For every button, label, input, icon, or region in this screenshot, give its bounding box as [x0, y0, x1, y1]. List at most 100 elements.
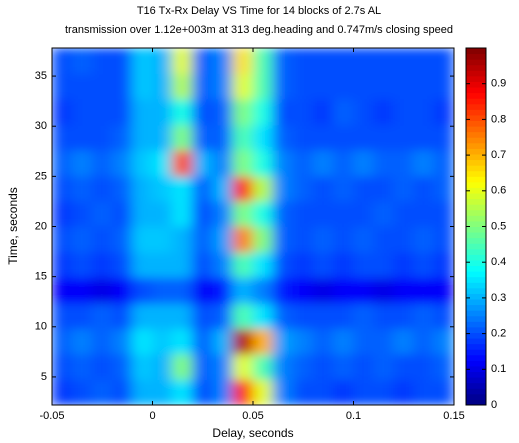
heatmap-cell — [192, 98, 214, 126]
heatmap-cell — [192, 48, 214, 75]
heatmap-cell — [252, 150, 274, 177]
heatmap-cell — [212, 72, 234, 100]
colorbar-swatch — [466, 243, 486, 250]
heatmap-cell — [232, 251, 254, 278]
heatmap-cell — [373, 353, 395, 381]
heatmap-cell — [212, 379, 234, 405]
heatmap-cell — [131, 251, 153, 278]
colorbar-swatch — [466, 382, 486, 389]
heatmap-cell — [272, 124, 294, 151]
heatmap-cell — [52, 124, 73, 151]
heatmap-cell — [272, 98, 294, 126]
heatmap-cell — [292, 72, 314, 100]
y-tick-label: 10 — [35, 321, 47, 333]
colorbar-swatch — [466, 53, 486, 60]
heatmap-cell — [172, 124, 194, 151]
heatmap-cell — [413, 327, 435, 355]
heatmap-cell — [192, 327, 214, 355]
heatmap-cell — [413, 124, 435, 151]
heatmap-cell — [413, 277, 435, 304]
heatmap-cell — [272, 72, 294, 100]
heatmap-cell — [212, 150, 234, 177]
heatmap-cell — [393, 251, 415, 278]
heatmap-cell — [192, 277, 214, 304]
heatmap-cell — [433, 353, 454, 381]
colorbar-swatch — [466, 48, 486, 55]
heatmap-cell — [212, 175, 234, 202]
heatmap-cell — [413, 251, 435, 278]
heatmap-cell — [71, 150, 93, 177]
heatmap-cell — [393, 226, 415, 253]
heatmap-cell — [373, 48, 395, 75]
heatmap-cell — [111, 251, 133, 278]
heatmap-cell — [413, 379, 435, 405]
heatmap-cell — [353, 98, 375, 126]
heatmap-cell — [131, 150, 153, 177]
heatmap-cell — [131, 379, 153, 405]
heatmap-cell — [131, 327, 153, 355]
colorbar-tick-label: 0.6 — [491, 185, 506, 197]
heatmap-cell — [91, 124, 113, 151]
heatmap-cell — [172, 226, 194, 253]
colorbar-swatch — [466, 254, 486, 261]
heatmap-cell — [172, 175, 194, 202]
heatmap-cell — [373, 150, 395, 177]
heatmap-cell — [413, 150, 435, 177]
colorbar-swatch — [466, 114, 486, 122]
heatmap-cell — [111, 72, 133, 100]
colorbar-swatch — [466, 109, 486, 116]
heatmap-cell — [91, 226, 113, 253]
heatmap-cell — [172, 327, 194, 355]
heatmap-cell — [433, 302, 454, 329]
heatmap-cell — [152, 72, 174, 100]
heatmap-cell — [292, 327, 314, 355]
heatmap-cell — [373, 200, 395, 227]
heatmap-cell — [152, 124, 174, 151]
heatmap-cell — [91, 327, 113, 355]
heatmap-cell — [272, 277, 294, 304]
heatmap-cell — [413, 72, 435, 100]
heatmap-cell — [52, 353, 73, 381]
y-tick-label: 25 — [35, 170, 47, 182]
heatmap-cell — [71, 302, 93, 329]
heatmap-cell — [172, 98, 194, 126]
colorbar-swatch — [466, 92, 486, 99]
x-axis-label: Delay, seconds — [212, 426, 293, 440]
heatmap-cell — [312, 175, 334, 202]
colorbar-swatch — [466, 198, 486, 205]
heatmap-cell — [212, 277, 234, 304]
heatmap-cell — [192, 251, 214, 278]
heatmap-cell — [292, 175, 314, 202]
heatmap-cell — [111, 379, 133, 405]
heatmap-cell — [413, 302, 435, 329]
heatmap-cell — [212, 226, 234, 253]
heatmap-cell — [91, 48, 113, 75]
colorbar-swatch — [466, 371, 486, 378]
heatmap-cell — [433, 251, 454, 278]
heatmap-cell — [433, 327, 454, 355]
heatmap-cell — [192, 175, 214, 202]
colorbar-tick-label: 0.8 — [491, 113, 506, 125]
heatmap-cell — [393, 379, 415, 405]
x-tick-label: 0.15 — [443, 410, 464, 422]
heatmap-cell — [232, 302, 254, 329]
colorbar-tick-label: 0.1 — [491, 363, 506, 375]
colorbar-tick-label: 0.7 — [491, 149, 506, 161]
heatmap-cell — [71, 251, 93, 278]
colorbar-swatch — [466, 215, 486, 222]
heatmap-cell — [71, 327, 93, 355]
heatmap-cell — [111, 150, 133, 177]
heatmap-cell — [292, 124, 314, 151]
colorbar: 0 0.1 0.2 0.3 0.4 0.5 0.6 0.7 0.8 0.9 — [465, 47, 506, 411]
heatmap-cell — [353, 175, 375, 202]
heatmap-cell — [353, 72, 375, 100]
heatmap-cell — [413, 353, 435, 381]
heatmap-cell — [353, 124, 375, 151]
heatmap-cell — [292, 48, 314, 75]
x-tick-label: 0.05 — [242, 410, 263, 422]
heatmap-cell — [433, 379, 454, 405]
heatmap-cell — [212, 353, 234, 381]
heatmap-cell — [353, 327, 375, 355]
heatmap-cells — [52, 48, 454, 405]
